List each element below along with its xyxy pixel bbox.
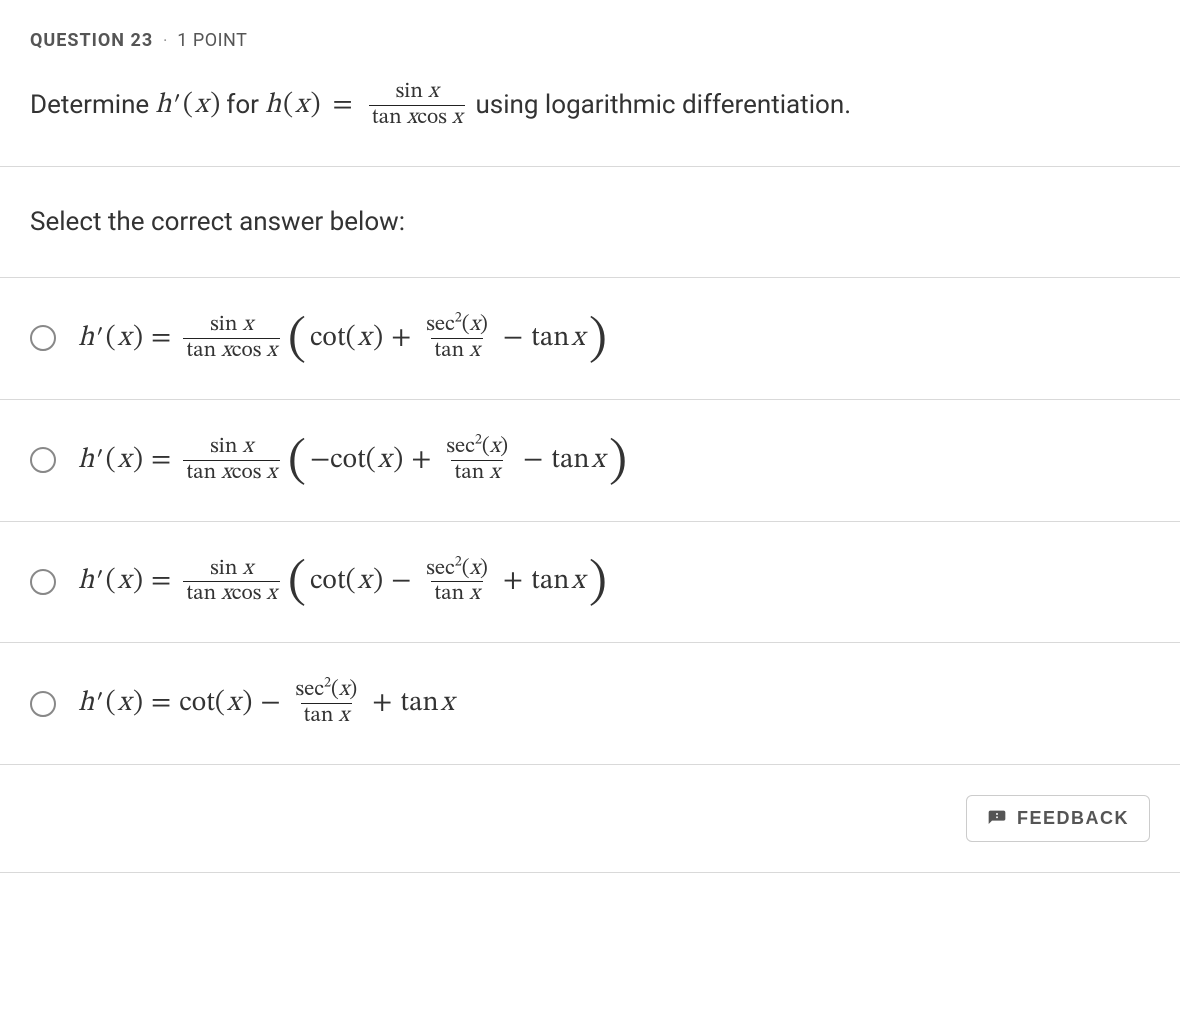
option-b-expression: h′(x) = sin x tan xcos x ( −cot(x) + sec… xyxy=(78,436,629,485)
answer-option-b[interactable]: h′(x) = sin x tan xcos x ( −cot(x) + sec… xyxy=(0,400,1180,522)
question-header: QUESTION 23 · 1 POINT xyxy=(0,0,1180,61)
prompt-text-after: using logarithmic differentiation. xyxy=(475,90,851,120)
question-prompt: Determine h′(x) for h(x) = sin x tan xco… xyxy=(0,61,1180,167)
prompt-text-mid: for xyxy=(226,90,259,120)
radio-d[interactable] xyxy=(30,691,56,717)
question-number-label: QUESTION 23 xyxy=(30,30,153,51)
radio-c[interactable] xyxy=(30,569,56,595)
option-d-expression: h′(x) = cot(x) − sec2(x) tan x + tan x xyxy=(78,679,454,728)
prompt-expr-lhs: h′(x) xyxy=(155,88,220,123)
prompt-fraction: sin x tan xcos x xyxy=(365,81,470,130)
footer: FEEDBACK xyxy=(0,765,1180,873)
prompt-expr-func: h(x) xyxy=(265,88,321,123)
prompt-equals: = xyxy=(333,88,353,123)
feedback-label: FEEDBACK xyxy=(1017,808,1129,829)
radio-a[interactable] xyxy=(30,325,56,351)
header-separator: · xyxy=(163,31,167,50)
feedback-icon xyxy=(987,809,1007,829)
answer-option-c[interactable]: h′(x) = sin x tan xcos x ( cot(x) − sec2… xyxy=(0,522,1180,644)
radio-b[interactable] xyxy=(30,447,56,473)
prompt-text-before: Determine xyxy=(30,90,149,120)
answer-option-a[interactable]: h′(x) = sin x tan xcos x ( cot(x) + sec2… xyxy=(0,278,1180,400)
answer-option-d[interactable]: h′(x) = cot(x) − sec2(x) tan x + tan x xyxy=(0,643,1180,765)
feedback-button[interactable]: FEEDBACK xyxy=(966,795,1150,842)
option-a-expression: h′(x) = sin x tan xcos x ( cot(x) + sec2… xyxy=(78,314,609,363)
answer-instruction: Select the correct answer below: xyxy=(0,167,1180,278)
question-points: 1 POINT xyxy=(177,30,247,51)
question-container: QUESTION 23 · 1 POINT Determine h′(x) fo… xyxy=(0,0,1180,873)
option-c-expression: h′(x) = sin x tan xcos x ( cot(x) − sec2… xyxy=(78,558,609,607)
